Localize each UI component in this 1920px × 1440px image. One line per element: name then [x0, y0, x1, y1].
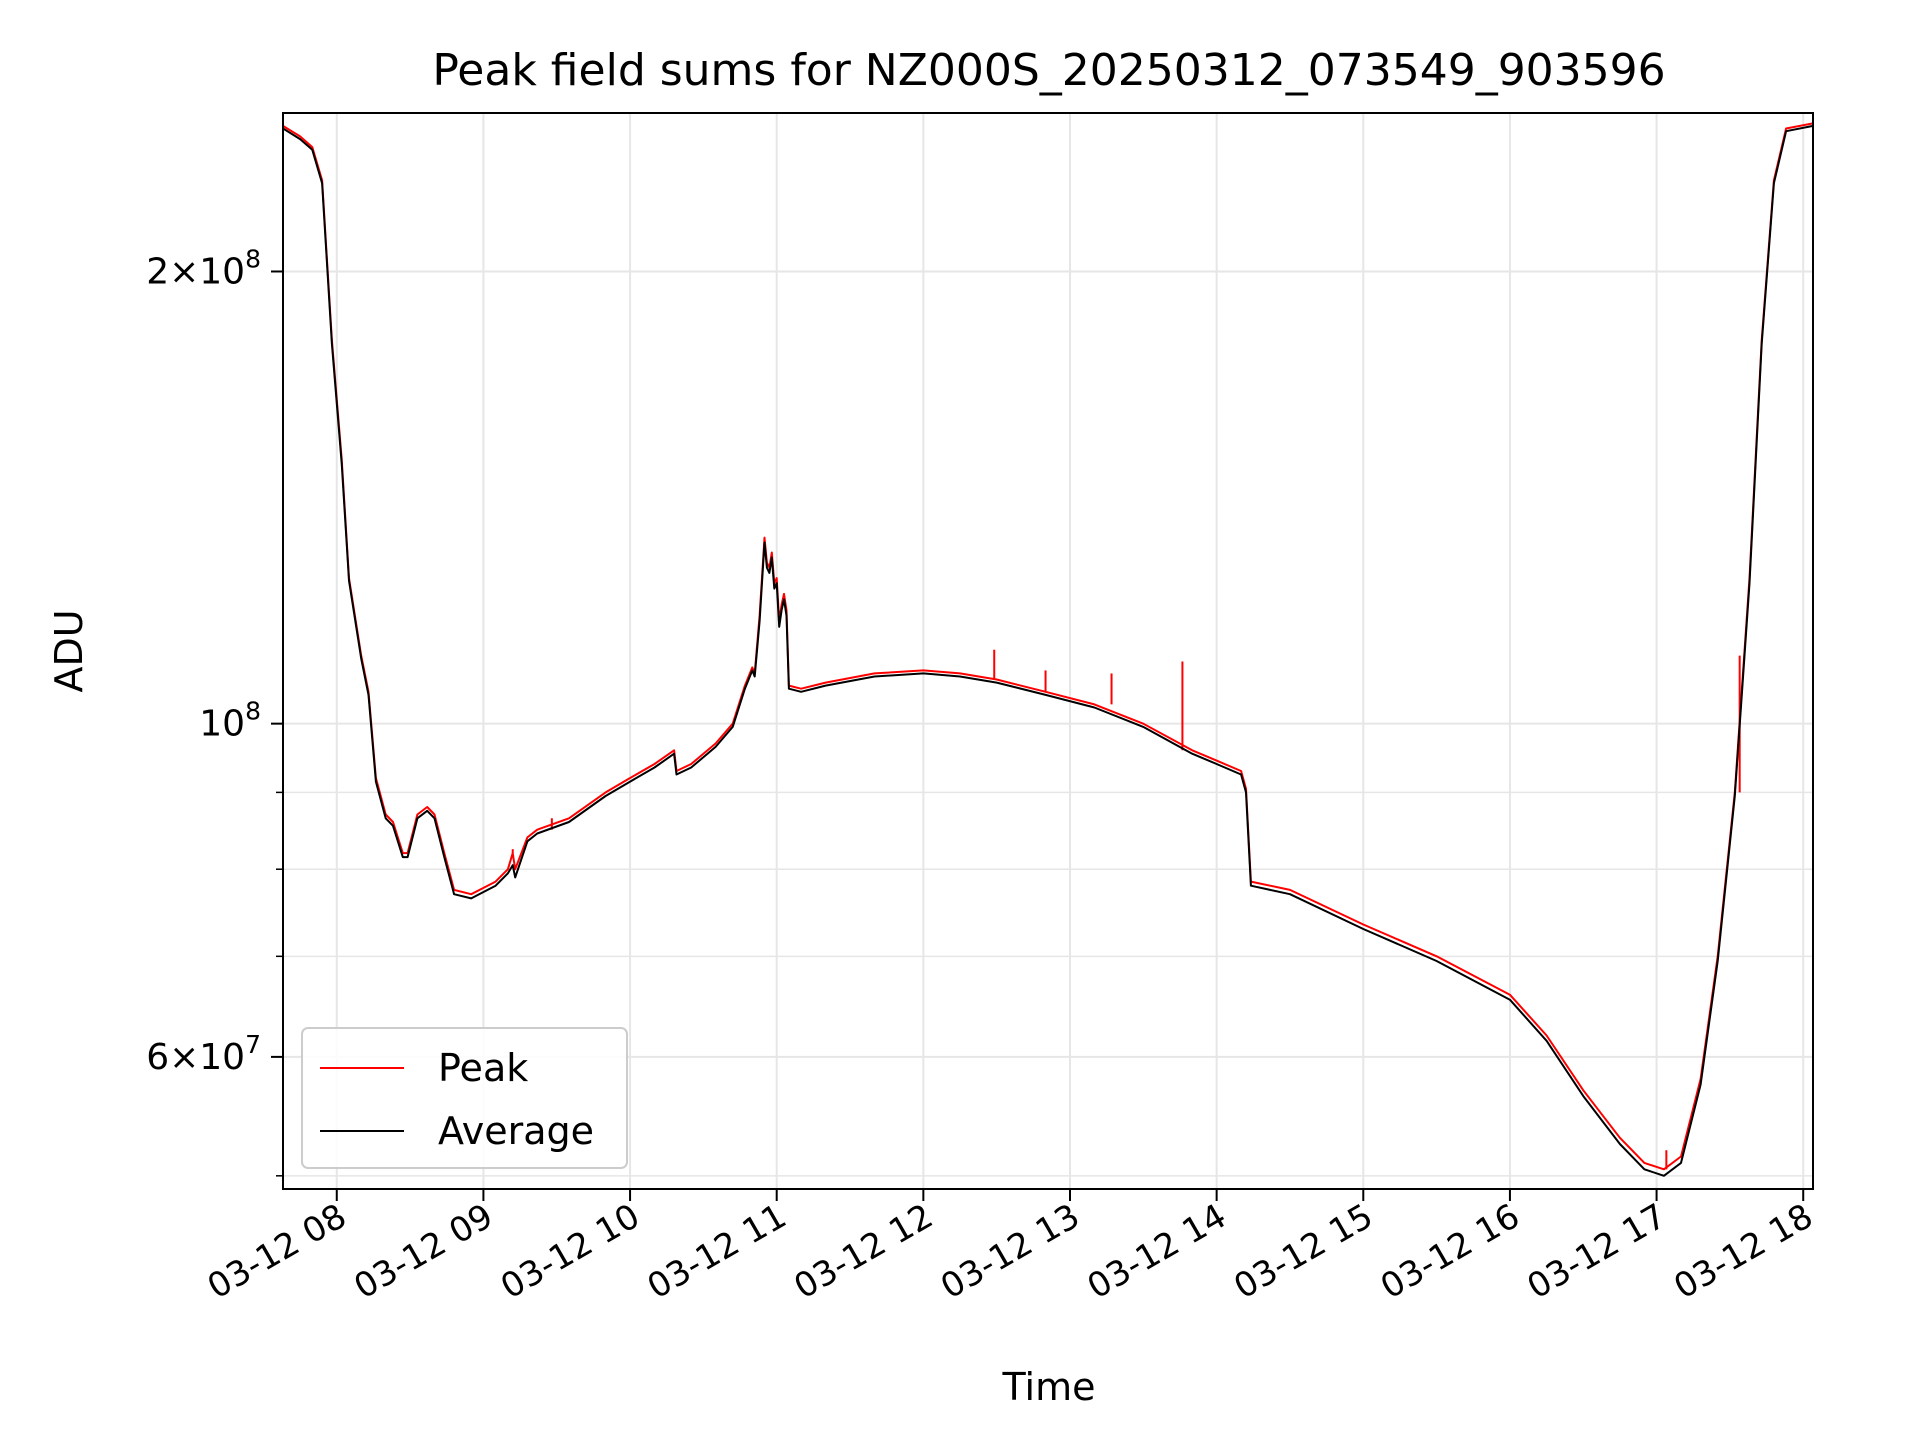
- y-tick-label-base: 6×10: [146, 1037, 245, 1078]
- y-tick-label: 2×108: [146, 244, 261, 292]
- legend: Peak Average: [301, 1027, 628, 1169]
- y-tick-label-exponent: 8: [245, 697, 261, 726]
- series-line-average: [283, 124, 1813, 1177]
- y-tick-label-exponent: 7: [245, 1030, 261, 1059]
- legend-label-peak: Peak: [438, 1046, 528, 1090]
- x-axis-label: Time: [1002, 1365, 1096, 1409]
- y-tick-label-base: 2×10: [146, 251, 245, 292]
- y-tick-label: 6×107: [146, 1030, 261, 1078]
- plot-frame: [282, 112, 1814, 1190]
- y-axis-label: ADU: [47, 609, 91, 692]
- legend-label-average: Average: [438, 1109, 594, 1153]
- y-tick-label-base: 10: [199, 704, 245, 745]
- y-tick-label: 108: [199, 697, 261, 745]
- chart-title: Peak field sums for NZ000S_20250312_0735…: [432, 45, 1665, 96]
- gridlines: [283, 113, 1813, 1189]
- y-tick-label-exponent: 8: [245, 244, 261, 273]
- series-lines: [283, 122, 1813, 1177]
- legend-box: [301, 1027, 628, 1169]
